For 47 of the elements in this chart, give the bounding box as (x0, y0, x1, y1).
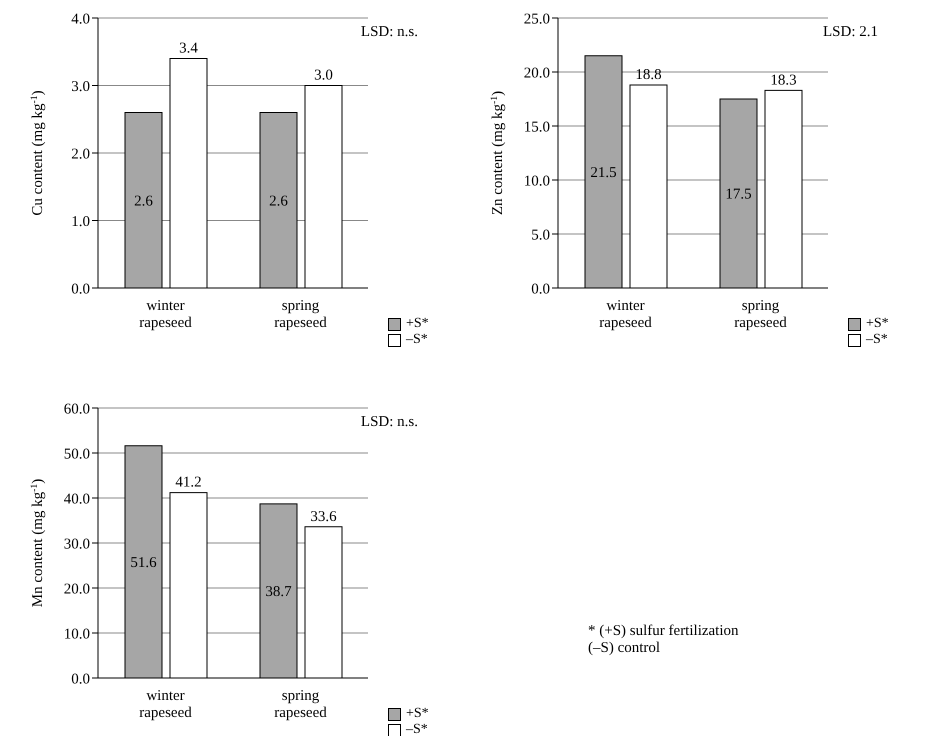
data-label: 21.5 (590, 164, 617, 181)
y-tick-label: 10.0 (524, 173, 550, 190)
text: (–S) control (588, 640, 662, 657)
data-label: 3.0 (314, 68, 333, 84)
y-tick-label: 0.0 (531, 281, 550, 298)
data-label: 3.4 (179, 40, 198, 56)
y-tick-label: 2.0 (71, 146, 90, 162)
y-tick-label: 40.0 (64, 491, 90, 508)
y-tick-label: 0.0 (71, 281, 90, 298)
x-tick-label: spring rapeseed (274, 688, 328, 721)
x-tick-label: spring rapeseed (734, 298, 788, 331)
legend-label: –S* (866, 332, 888, 348)
y-tick-label: 25.0 (524, 11, 550, 28)
data-label: 18.8 (635, 66, 662, 83)
y-tick-label: 4.0 (71, 11, 90, 28)
x-tick-label: winter rapeseed (139, 688, 192, 721)
data-label: 2.6 (269, 193, 288, 210)
data-label: 17.5 (725, 186, 752, 202)
y-tick-label: 3.0 (71, 78, 90, 95)
data-label: 41.2 (175, 474, 202, 491)
y-tick-label: 10.0 (64, 626, 90, 642)
data-label: 2.6 (134, 193, 154, 210)
y-tick-label: 0.0 (71, 671, 90, 688)
y-tick-label: 60.0 (64, 401, 90, 418)
x-tick-label: winter rapeseed (599, 298, 652, 331)
y-tick-label: 20.0 (524, 65, 550, 82)
x-tick-label: spring rapeseed (274, 298, 328, 331)
data-label: 33.6 (310, 508, 338, 525)
data-label: 51.6 (130, 554, 158, 571)
y-tick-label: 20.0 (64, 581, 90, 598)
y-tick-label: 5.0 (531, 227, 550, 244)
data-label: 18.3 (770, 72, 797, 88)
x-tick-label: winter rapeseed (139, 298, 192, 331)
y-tick-label: 50.0 (64, 446, 90, 462)
y-tick-label: 15.0 (524, 119, 550, 136)
annotation: LSD: n.s. (360, 24, 418, 41)
legend-label: –S* (406, 332, 428, 348)
legend-label: +S* (866, 316, 889, 332)
legend-label: +S* (406, 706, 429, 722)
text: * (+S) sulfur fertilization (588, 623, 739, 640)
y-tick-label: 30.0 (64, 536, 90, 552)
legend-label: +S* (406, 316, 429, 332)
data-label: 38.7 (265, 584, 292, 600)
y-tick-label: 1.0 (71, 214, 90, 230)
annotation: LSD: n.s. (360, 414, 418, 431)
annotation: LSD: 2.1 (822, 24, 878, 41)
legend-label: –S* (406, 722, 428, 736)
